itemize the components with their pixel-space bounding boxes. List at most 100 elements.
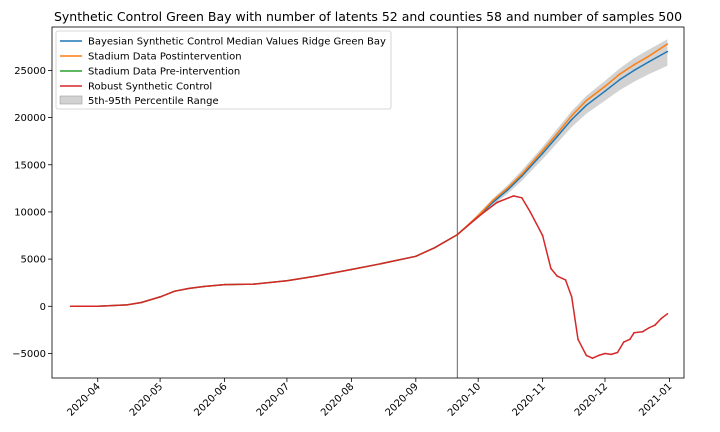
point-robust-201210 <box>622 341 625 343</box>
point-robust-200501 <box>159 296 161 298</box>
plot-area <box>69 27 669 378</box>
x-tick-label-2020-12: 2020-12 <box>573 381 610 418</box>
point-stadium-post-201101 <box>541 149 544 152</box>
point-stadium-post-201231 <box>666 43 669 45</box>
point-robust-200815 <box>379 263 382 265</box>
point-bayesian-201122 <box>585 104 588 107</box>
x-tick-label-2021-01: 2021-01 <box>637 381 674 418</box>
legend: Bayesian Synthetic Control Median Values… <box>55 30 392 110</box>
point-robust-200910 <box>433 247 436 249</box>
y-tick-label-20000: 20000 <box>14 113 46 124</box>
x-tick-label-2020-07: 2020-07 <box>255 381 292 418</box>
point-robust-200319 <box>69 305 72 308</box>
legend-label-robust: Robust Synthetic Control <box>88 82 212 93</box>
y-tick-label-5000: 5000 <box>21 255 46 266</box>
point-bayesian-201201 <box>604 90 606 92</box>
point-stadium-post-201222 <box>647 55 650 58</box>
y-tick-label-25000: 25000 <box>14 66 46 77</box>
y-tick-label-15000: 15000 <box>14 160 46 171</box>
point-bayesian-201231 <box>666 50 669 53</box>
x-tick-label-2020-05: 2020-05 <box>128 381 165 418</box>
y-tick-label-0: 0 <box>40 302 46 313</box>
point-robust-201125 <box>591 357 594 360</box>
x-tick-label-2020-10: 2020-10 <box>446 381 483 418</box>
legend-swatch-band <box>59 95 83 105</box>
point-robust-201101 <box>541 234 544 237</box>
x-tick-label-2020-08: 2020-08 <box>319 381 356 418</box>
point-robust-201108 <box>556 275 558 277</box>
y-tick-label--5000: −5000 <box>12 349 46 360</box>
point-robust-200508 <box>173 290 176 293</box>
point-robust-201026 <box>529 211 531 213</box>
point-bayesian-201222 <box>647 61 650 63</box>
point-robust-201122 <box>585 354 588 357</box>
point-stadium-post-201108 <box>556 132 558 135</box>
point-robust-201201 <box>604 352 606 355</box>
point-stadium-post-201008 <box>491 199 494 202</box>
series-line-robust <box>70 195 668 359</box>
point-robust-201231 <box>666 313 669 315</box>
point-robust-201215 <box>633 331 635 334</box>
point-robust-201018 <box>512 195 515 197</box>
point-robust-201228 <box>660 317 662 320</box>
point-robust-200415 <box>126 304 128 306</box>
y-tick-label-10000: 10000 <box>14 207 46 218</box>
legend-box <box>55 30 392 110</box>
point-stadium-post-201215 <box>633 63 635 66</box>
point-stadium-post-201122 <box>585 99 588 102</box>
point-robust-200615 <box>252 283 255 285</box>
point-robust-201213 <box>629 338 631 341</box>
point-bayesian-201015 <box>506 189 509 191</box>
point-robust-201118 <box>577 338 579 341</box>
x-tick-label-2020-06: 2020-06 <box>192 381 229 418</box>
x-tick-label-2020-11: 2020-11 <box>510 381 547 418</box>
point-robust-201115 <box>570 296 573 298</box>
point-robust-201225 <box>654 324 656 327</box>
x-tick-label-2020-09: 2020-09 <box>384 381 421 418</box>
chart-title: Synthetic Control Green Bay with number … <box>54 9 682 24</box>
legend-label-bayesian: Bayesian Synthetic Control Median Values… <box>88 37 386 48</box>
point-bayesian-201208 <box>618 79 621 81</box>
point-robust-201105 <box>550 267 552 270</box>
plot-frame <box>51 26 685 379</box>
y-axis: −5000 0 5000 10000 15000 20000 25000 <box>12 66 52 360</box>
point-robust-200401 <box>96 305 99 308</box>
point-bayesian-201215 <box>633 69 635 72</box>
point-robust-200901 <box>415 255 417 258</box>
series-line-bayesian <box>456 50 668 236</box>
point-robust-200522 <box>203 285 205 288</box>
point-bayesian-201022 <box>521 175 523 177</box>
point-robust-201022 <box>521 197 523 199</box>
point-robust-201207 <box>616 351 619 354</box>
point-robust-200921 <box>456 233 459 236</box>
point-robust-200601 <box>223 283 226 286</box>
point-stadium-post-201115 <box>570 114 573 117</box>
point-robust-201204 <box>610 353 612 356</box>
point-robust-201112 <box>564 279 567 281</box>
x-axis: 2020-04 2020-05 2020-06 2020-07 2020-08 2020-… <box>66 378 675 419</box>
x-tick-label-2020-04: 2020-04 <box>66 381 103 418</box>
point-robust-201222 <box>647 327 650 329</box>
point-robust-200701 <box>286 280 288 282</box>
point-bayesian-201108 <box>556 135 558 138</box>
point-robust-201219 <box>641 331 644 333</box>
point-robust-200422 <box>140 301 143 304</box>
point-stadium-post-201022 <box>521 173 523 175</box>
point-stadium-post-201208 <box>618 73 621 75</box>
legend-label-stadium-pre: Stadium Data Pre-intervention <box>88 67 240 78</box>
point-robust-201001 <box>477 215 480 218</box>
point-robust-200801 <box>350 268 353 271</box>
series-line-stadium-post <box>456 43 668 236</box>
legend-label-stadium-post: Stadium Data Postintervention <box>88 52 242 63</box>
point-bayesian-201008 <box>491 201 494 204</box>
point-robust-201128 <box>598 354 600 357</box>
point-robust-201010 <box>496 201 498 204</box>
point-bayesian-201101 <box>541 152 544 155</box>
point-stadium-post-201015 <box>506 187 509 190</box>
series-line-stadium-pre <box>70 233 458 308</box>
legend-label-band: 5th-95th Percentile Range <box>88 96 219 107</box>
point-stadium-post-201201 <box>604 85 606 88</box>
point-robust-200515 <box>188 287 190 290</box>
point-bayesian-201115 <box>570 118 573 121</box>
